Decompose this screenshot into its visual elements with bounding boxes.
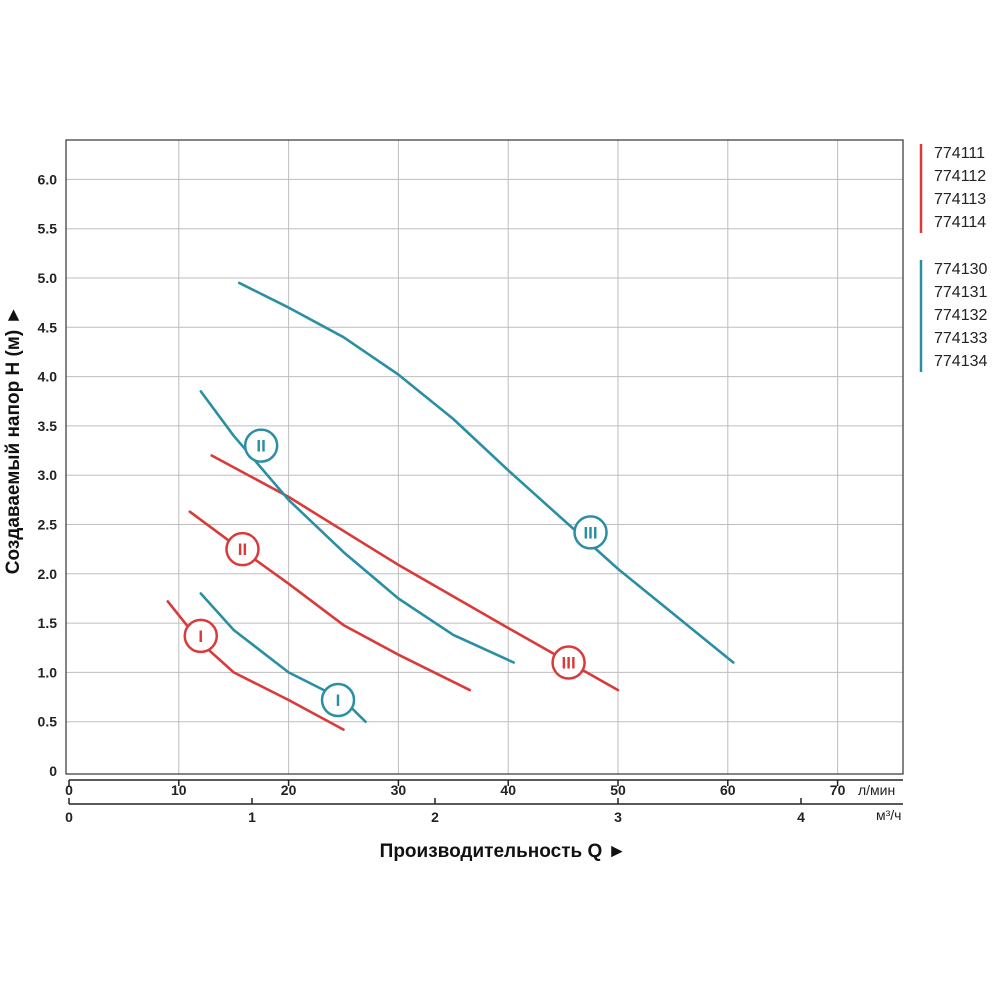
x-tick-label-m3h: 3 [614, 809, 622, 825]
y-tick-label: 2.0 [38, 566, 58, 582]
y-tick-label: 4.5 [38, 319, 58, 335]
x-tick-label-lmin: 50 [610, 782, 626, 798]
plot-frame [65, 139, 904, 775]
x-tick-label-m3h: 1 [248, 809, 256, 825]
speed-marker-label: I [336, 691, 341, 710]
x-tick-label-lmin: 10 [171, 782, 187, 798]
series-line-teal-ii [199, 390, 516, 664]
y-tick-label: 2.5 [38, 517, 58, 533]
legend-item: 774131 [934, 284, 987, 301]
y-tick-label: 0.5 [38, 714, 58, 730]
x-tick-label-m3h: 4 [797, 809, 805, 825]
x-unit-lmin: л/мин [858, 782, 895, 798]
x-tick-label-m3h: 2 [431, 809, 439, 825]
y-tick-label: 4.0 [38, 369, 58, 385]
y-tick-label: 3.0 [38, 467, 58, 483]
y-tick-label: 1.5 [38, 615, 58, 631]
speed-marker-red-i [183, 618, 219, 654]
y-tick-label: 1.0 [38, 664, 58, 680]
x-tick-label-lmin: 20 [281, 782, 297, 798]
x-tick-label-lmin: 60 [720, 782, 736, 798]
legend-item: 774133 [934, 330, 987, 347]
speed-marker-label: III [583, 523, 597, 542]
series-line-red-ii [188, 510, 472, 692]
legend-item: 774130 [934, 261, 987, 278]
speed-marker-red-ii [225, 531, 260, 567]
legend-item: 774111 [934, 145, 985, 162]
speed-marker-label: II [256, 437, 265, 456]
y-tick-label: 5.0 [38, 270, 58, 286]
y-axis-ticks: 0 0.5 1.0 1.5 2.0 2.5 3.0 3.5 4.0 4.5 5.0 5.5 6.0 [38, 171, 58, 779]
legend: 774111 774112 774113 774114 774130 774131 7741… [919, 144, 987, 372]
x-tick-label-lmin: 0 [65, 782, 73, 798]
legend-item: 774134 [934, 353, 987, 370]
series-lines [166, 281, 735, 731]
x-unit-m3h: м³/ч [876, 807, 901, 823]
legend-item: 774112 [934, 168, 986, 185]
speed-marker-label: I [198, 627, 203, 646]
series-line-teal-iii [237, 281, 735, 664]
y-axis-title: Создаваемый напор H (м) ► [3, 306, 24, 575]
x-axis-title: Производительность Q ► [380, 841, 627, 862]
x-tick-label-lmin: 30 [391, 782, 407, 798]
speed-marker-teal-ii [243, 428, 279, 463]
speed-marker-teal-i [320, 682, 356, 718]
plot-background [66, 140, 903, 774]
x-axis-lmin: 0 10 20 30 40 50 60 70 [65, 779, 903, 798]
legend-item: 774132 [934, 307, 987, 324]
x-tick-label-lmin: 70 [830, 782, 846, 798]
legend-item: 774113 [934, 191, 986, 208]
x-axis-m3h: 0 1 2 3 4 [65, 798, 903, 825]
y-tick-label: 6.0 [38, 171, 58, 187]
speed-marker-label: III [562, 654, 576, 673]
y-tick-label: 3.5 [38, 418, 58, 434]
speed-marker-label: II [238, 540, 247, 559]
series-line-red-iii [210, 454, 620, 692]
speed-marker-red-iii [551, 645, 586, 680]
y-tick-label: 5.5 [38, 221, 58, 237]
legend-item: 774114 [934, 214, 986, 231]
speed-marker-teal-iii [573, 515, 608, 550]
x-tick-label-lmin: 40 [500, 782, 516, 798]
x-tick-label-m3h: 0 [65, 809, 73, 825]
y-tick-label: 0 [49, 763, 57, 779]
